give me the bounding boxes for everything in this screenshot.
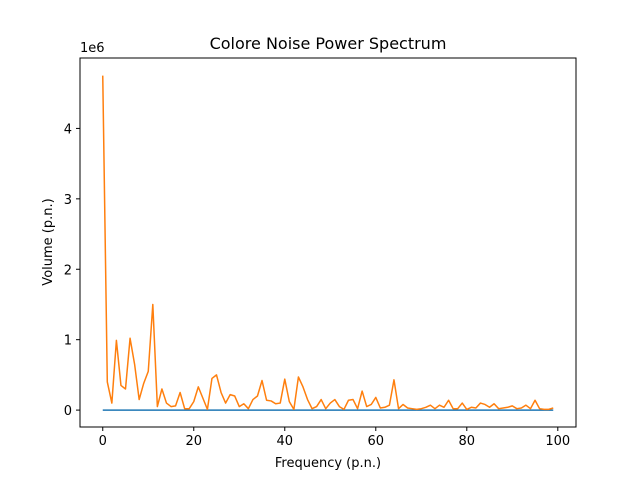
x-tick-label: 40 xyxy=(276,434,293,449)
y-tick-label: 3 xyxy=(64,193,72,208)
x-tick-label: 100 xyxy=(545,434,570,449)
y-tick-label: 1 xyxy=(64,334,72,349)
y-axis-label: Volume (p.n.) xyxy=(41,198,56,285)
x-tick-label: 60 xyxy=(368,434,385,449)
chart-title: Colore Noise Power Spectrum xyxy=(210,34,447,53)
y-axis-ticks: 0 1 2 3 4 xyxy=(64,122,80,419)
x-axis-label: Frequency (p.n.) xyxy=(275,456,381,471)
series-layer xyxy=(102,75,554,411)
y-tick-label: 0 xyxy=(64,404,72,419)
plot-area xyxy=(80,58,576,427)
x-tick-label: 0 xyxy=(99,434,107,449)
y-tick-label: 2 xyxy=(64,263,72,278)
x-tick-label: 80 xyxy=(459,434,476,449)
series-line-2 xyxy=(102,75,554,411)
x-tick-label: 20 xyxy=(185,434,202,449)
x-axis-ticks: 0 20 40 60 80 100 xyxy=(99,427,570,449)
axes-frame xyxy=(79,57,577,428)
y-axis-offset-label: 1e6 xyxy=(80,41,105,56)
y-tick-label: 4 xyxy=(64,122,72,137)
